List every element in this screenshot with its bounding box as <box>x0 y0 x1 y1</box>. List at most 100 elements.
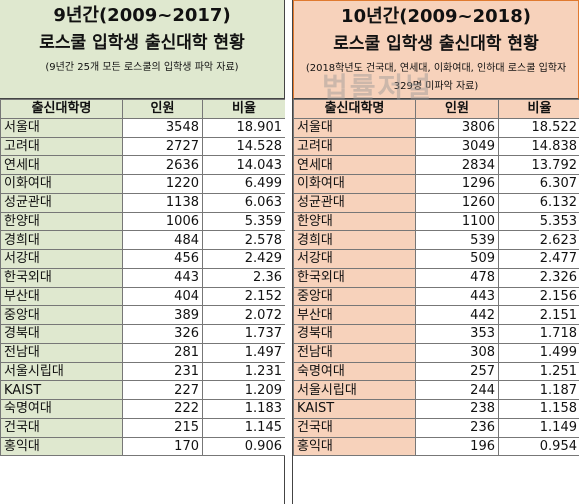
col-header-ratio: 비율 <box>202 99 286 119</box>
table-row: 숙명여대 257 1.251 <box>293 361 579 382</box>
ratio-cell: 6.499 <box>202 174 286 194</box>
right-table: 출신대학명 인원 비율 서울대 3806 18.522 고려대 3049 14.838 연세… <box>293 99 579 457</box>
ratio-cell: 14.043 <box>202 155 286 175</box>
ratio-cell: 2.152 <box>202 286 286 307</box>
count-cell: 2636 <box>122 155 203 175</box>
ratio-cell: 2.578 <box>202 230 286 250</box>
university-name-cell: 중앙대 <box>0 305 123 325</box>
right-header: 10년간(2009~2018) 로스쿨 입학생 출신대학 현황 (2018학년도… <box>293 0 579 99</box>
table-row: 성균관대 1260 6.132 <box>293 192 579 213</box>
left-table-body: 서울대 3548 18.901 고려대 2727 14.528 연세대 2636 14.043 이… <box>0 117 286 457</box>
count-cell: 443 <box>415 286 499 307</box>
left-note: (9년간 25개 모든 로스쿨의 입학생 파악 자료) <box>45 62 239 73</box>
ratio-cell: 2.36 <box>202 267 286 288</box>
left-subtitle: 로스쿨 입학생 출신대학 현황 <box>39 33 245 53</box>
panel-gap <box>285 0 292 504</box>
count-cell: 456 <box>122 249 203 269</box>
count-cell: 238 <box>415 399 499 419</box>
table-row: 경희대 484 2.578 <box>0 230 286 250</box>
count-cell: 484 <box>122 230 203 250</box>
ratio-cell: 1.251 <box>498 361 579 382</box>
count-cell: 1100 <box>415 211 499 232</box>
ratio-cell: 5.353 <box>498 211 579 232</box>
col-header-name: 출신대학명 <box>0 99 123 119</box>
ratio-cell: 2.151 <box>498 305 579 325</box>
table-row: 한국외대 478 2.326 <box>293 267 579 288</box>
ratio-cell: 1.209 <box>202 380 286 400</box>
table-row: 고려대 3049 14.838 <box>293 136 579 157</box>
university-name-cell: KAIST <box>293 399 416 419</box>
ratio-cell: 2.156 <box>498 286 579 307</box>
left-table: 출신대학명 인원 비율 서울대 3548 18.901 고려대 2727 14.528 연세… <box>0 99 286 457</box>
table-row: 홍익대 170 0.906 <box>0 436 286 457</box>
ratio-cell: 14.838 <box>498 136 579 157</box>
ratio-cell: 2.326 <box>498 267 579 288</box>
count-cell: 1220 <box>122 174 203 194</box>
table-row: 부산대 442 2.151 <box>293 305 579 325</box>
ratio-cell: 1.497 <box>202 342 286 363</box>
right-header-row: 출신대학명 인원 비율 <box>293 99 579 119</box>
ratio-cell: 2.072 <box>202 305 286 325</box>
table-row: 중앙대 389 2.072 <box>0 305 286 325</box>
ratio-cell: 0.906 <box>202 436 286 457</box>
col-header-name: 출신대학명 <box>293 99 416 119</box>
university-name-cell: 고려대 <box>0 136 123 157</box>
right-title: 10년간(2009~2018) <box>341 6 531 27</box>
university-name-cell: 숙명여대 <box>293 361 416 382</box>
col-header-ratio: 비율 <box>498 99 579 119</box>
table-row: 연세대 2834 13.792 <box>293 155 579 175</box>
university-name-cell: 서울시립대 <box>293 380 416 400</box>
university-name-cell: 한국외대 <box>0 267 123 288</box>
table-row: 한국외대 443 2.36 <box>0 267 286 288</box>
university-name-cell: 서울대 <box>0 117 123 138</box>
count-cell: 443 <box>122 267 203 288</box>
count-cell: 509 <box>415 249 499 269</box>
count-cell: 1260 <box>415 192 499 213</box>
university-name-cell: 중앙대 <box>293 286 416 307</box>
ratio-cell: 2.477 <box>498 249 579 269</box>
ratio-cell: 18.901 <box>202 117 286 138</box>
university-name-cell: 한양대 <box>293 211 416 232</box>
ratio-cell: 1.149 <box>498 417 579 438</box>
ratio-cell: 1.158 <box>498 399 579 419</box>
count-cell: 227 <box>122 380 203 400</box>
university-name-cell: 홍익대 <box>0 436 123 457</box>
university-name-cell: 경희대 <box>293 230 416 250</box>
left-title: 9년간(2009~2017) <box>53 5 231 26</box>
col-header-count: 인원 <box>415 99 499 119</box>
right-panel: 10년간(2009~2018) 로스쿨 입학생 출신대학 현황 (2018학년도… <box>292 0 579 504</box>
right-note: (2018학년도 건국대, 연세대, 이화여대, 인하대 로스쿨 입학자 329… <box>305 63 567 92</box>
table-row: 홍익대 196 0.954 <box>293 436 579 457</box>
ratio-cell: 1.145 <box>202 417 286 438</box>
university-name-cell: 건국대 <box>0 417 123 438</box>
count-cell: 539 <box>415 230 499 250</box>
university-name-cell: 서울대 <box>293 117 416 138</box>
university-name-cell: 연세대 <box>293 155 416 175</box>
table-row: 한양대 1100 5.353 <box>293 211 579 232</box>
count-cell: 326 <box>122 324 203 344</box>
count-cell: 2727 <box>122 136 203 157</box>
university-name-cell: 연세대 <box>0 155 123 175</box>
count-cell: 281 <box>122 342 203 363</box>
university-name-cell: KAIST <box>0 380 123 400</box>
count-cell: 389 <box>122 305 203 325</box>
table-row: 경희대 539 2.623 <box>293 230 579 250</box>
university-name-cell: 한국외대 <box>293 267 416 288</box>
count-cell: 1296 <box>415 174 499 194</box>
count-cell: 1138 <box>122 192 203 213</box>
left-panel: 9년간(2009~2017) 로스쿨 입학생 출신대학 현황 (9년간 25개 … <box>0 0 286 504</box>
university-name-cell: 경북대 <box>293 324 416 344</box>
table-row: 서강대 456 2.429 <box>0 249 286 269</box>
university-name-cell: 서강대 <box>293 249 416 269</box>
table-row: 연세대 2636 14.043 <box>0 155 286 175</box>
count-cell: 3049 <box>415 136 499 157</box>
right-table-body: 서울대 3806 18.522 고려대 3049 14.838 연세대 2834 13.792 이… <box>293 117 579 457</box>
count-cell: 170 <box>122 436 203 457</box>
university-name-cell: 경희대 <box>0 230 123 250</box>
count-cell: 308 <box>415 342 499 363</box>
ratio-cell: 0.954 <box>498 436 579 457</box>
university-name-cell: 성균관대 <box>293 192 416 213</box>
ratio-cell: 1.499 <box>498 342 579 363</box>
university-name-cell: 숙명여대 <box>0 399 123 419</box>
count-cell: 442 <box>415 305 499 325</box>
